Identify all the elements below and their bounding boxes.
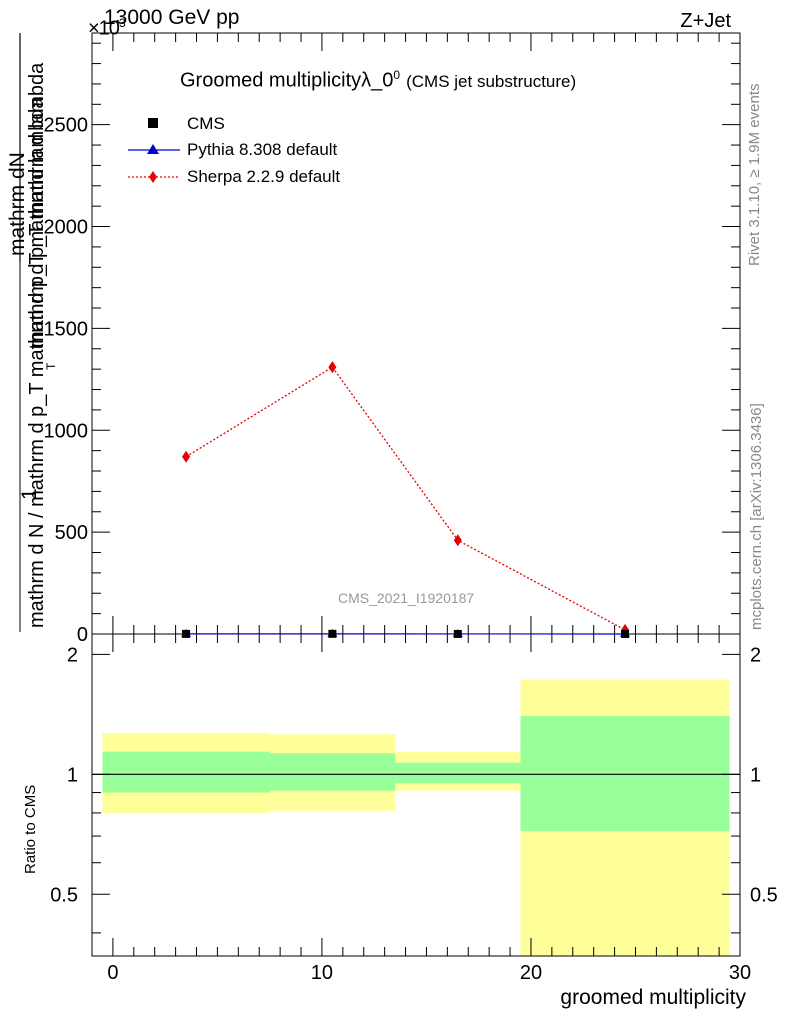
exponent-base: ×10 <box>88 17 120 40</box>
ratio-ytick-label-left: 2 <box>67 644 78 666</box>
main-ytick-label: 1500 <box>44 318 89 340</box>
rivet-label: Rivet 3.1.10, ≥ 1.9M events <box>746 83 763 267</box>
legend-label-sherpa: Sherpa 2.2.9 default <box>187 167 341 186</box>
ratio-xtick-label: 30 <box>729 962 751 984</box>
main-ytick-label: 2500 <box>44 115 89 137</box>
legend-marker-pythia <box>147 144 159 154</box>
ratio-xtick-label: 10 <box>311 962 333 984</box>
main-ytick-label: 500 <box>55 522 88 544</box>
exponent-label: ×103 <box>88 16 126 41</box>
ratio-band-green-3 <box>520 716 730 832</box>
ylabel-denominator: mathrm d p_T mathrm d lambda <box>26 62 48 348</box>
cms-point-1 <box>328 629 337 638</box>
chart-title: Groomed multiplicityλ_00 (CMS jet substru… <box>180 68 576 93</box>
sherpa-line <box>185 366 626 631</box>
ratio-xtick-label: 0 <box>107 962 118 984</box>
ratio-ytick-label-right: 1 <box>750 764 761 786</box>
ratio-xtick-label: 20 <box>520 962 542 984</box>
main-ytick-label: 2000 <box>44 217 89 239</box>
ratio-band-green-0 <box>102 751 270 793</box>
cms-point-2 <box>453 629 462 638</box>
ratio-ytick-label-left: 1 <box>67 764 78 786</box>
ratio-band-green-2 <box>395 762 521 784</box>
legend-marker-cms <box>148 118 158 128</box>
chart-subtitle: (CMS jet substructure) <box>406 71 577 91</box>
ratio-xlabel: groomed multiplicity <box>560 986 746 1009</box>
ratio-ytick-label-right: 0.5 <box>750 884 778 906</box>
legend-label-pythia: Pythia 8.308 default <box>187 140 338 159</box>
exponent-power: 3 <box>118 16 126 30</box>
main-ytick-label: 1000 <box>44 420 89 442</box>
chart-title-sup: 0 <box>393 68 401 82</box>
process-label: Z+Jet <box>680 10 731 32</box>
sherpa-point-2 <box>453 534 462 547</box>
ratio-ytick-label-left: 0.5 <box>50 884 78 906</box>
cms-point-0 <box>182 629 191 638</box>
sherpa-point-0 <box>182 450 191 463</box>
chart-title-text: Groomed multiplicityλ_0 <box>180 69 394 92</box>
ratio-ylabel: Ratio to CMS <box>22 784 39 874</box>
ylabel-subscript: T <box>44 362 58 370</box>
ratio-band-green-1 <box>269 753 396 791</box>
legend-label-cms: CMS <box>187 114 225 133</box>
legend-marker-sherpa <box>149 171 157 183</box>
watermark: CMS_2021_I1920187 <box>338 590 475 606</box>
ratio-ytick-label-right: 2 <box>750 644 761 666</box>
cms-point-3 <box>621 629 630 638</box>
energy-label: 13000 GeV pp <box>104 6 240 29</box>
mcplots-label: mcplots.cern.ch [arXiv:1306.3436] <box>748 403 765 630</box>
sherpa-point-1 <box>328 361 337 374</box>
main-ytick-label: 0 <box>77 624 88 646</box>
